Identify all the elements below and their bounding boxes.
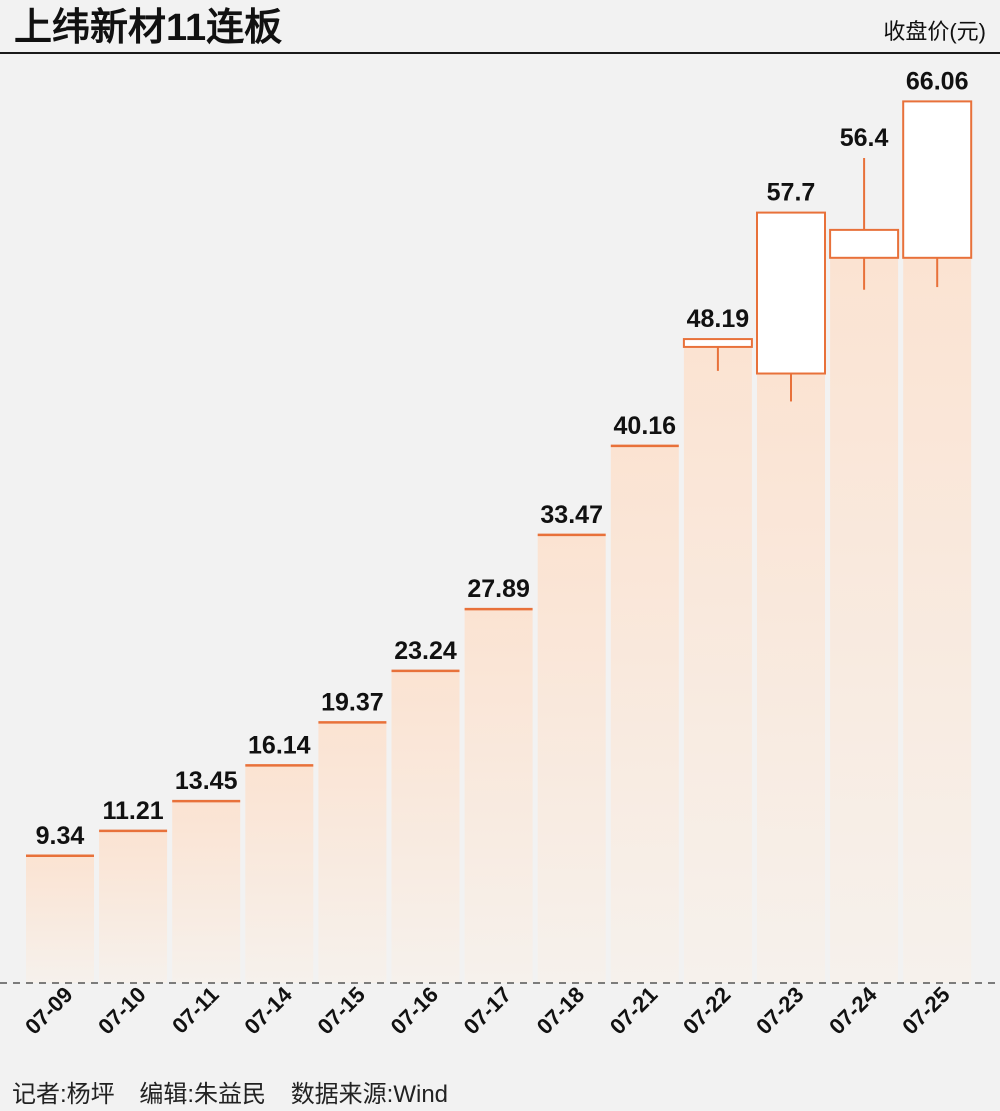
chart-title: 上纬新材11连板 (14, 7, 283, 49)
candle-body (829, 228, 900, 259)
candle-body (756, 211, 826, 375)
candle-body (902, 100, 973, 259)
data-label: 56.4 (840, 124, 889, 152)
price-column (757, 373, 825, 983)
price-column (172, 801, 241, 983)
x-tick-label: 07-09 (20, 982, 77, 1039)
data-label: 9.34 (36, 822, 85, 850)
price-column (391, 670, 460, 983)
x-tick-label: 07-17 (459, 982, 516, 1039)
price-column (537, 534, 606, 983)
x-tick-label: 07-15 (312, 982, 369, 1039)
price-column (318, 722, 387, 983)
data-label: 66.06 (906, 67, 969, 95)
x-tick-label: 07-23 (751, 982, 808, 1039)
price-column (245, 765, 314, 983)
x-tick-label: 07-10 (93, 982, 150, 1039)
title-divider (0, 52, 1000, 54)
x-tick-label: 07-25 (897, 982, 954, 1039)
data-label: 57.7 (767, 179, 816, 207)
data-label: 27.89 (467, 575, 530, 603)
x-tick-label: 07-18 (532, 982, 589, 1039)
source-credit: 数据来源:Wind (290, 1081, 449, 1108)
x-tick-label: 07-11 (167, 982, 224, 1039)
price-column (903, 257, 972, 983)
x-tick-label: 07-16 (386, 982, 443, 1039)
data-label: 23.24 (394, 637, 457, 665)
x-tick-label: 07-24 (824, 981, 882, 1039)
candlestick-chart: 9.34 11.21 13.45 16.14 19.37 23.24 27.89 33.47 4… (0, 67, 1000, 1039)
x-tick-label: 07-21 (605, 982, 662, 1039)
price-column (683, 346, 752, 983)
x-tick-label: 07-22 (678, 982, 735, 1039)
data-label: 33.47 (540, 501, 603, 529)
candle-body (682, 338, 753, 348)
data-label: 40.16 (614, 412, 677, 440)
data-label: 11.21 (103, 797, 164, 825)
data-label: 13.45 (175, 767, 238, 795)
price-column (99, 830, 168, 983)
editor-credit: 编辑:朱益民 (139, 1081, 267, 1108)
reporter-credit: 记者:杨坪 (12, 1081, 115, 1108)
data-label: 19.37 (321, 688, 384, 716)
price-column (830, 257, 899, 983)
price-column (26, 855, 94, 983)
price-column (464, 609, 533, 983)
y-axis-unit-label: 收盘价(元) (883, 19, 986, 44)
data-label: 48.19 (687, 305, 750, 333)
price-column (610, 445, 679, 983)
credits: 记者:杨坪 编辑:朱益民 数据来源:Wind (12, 1074, 466, 1109)
data-label: 16.14 (248, 731, 311, 759)
x-tick-label: 07-14 (239, 981, 297, 1039)
